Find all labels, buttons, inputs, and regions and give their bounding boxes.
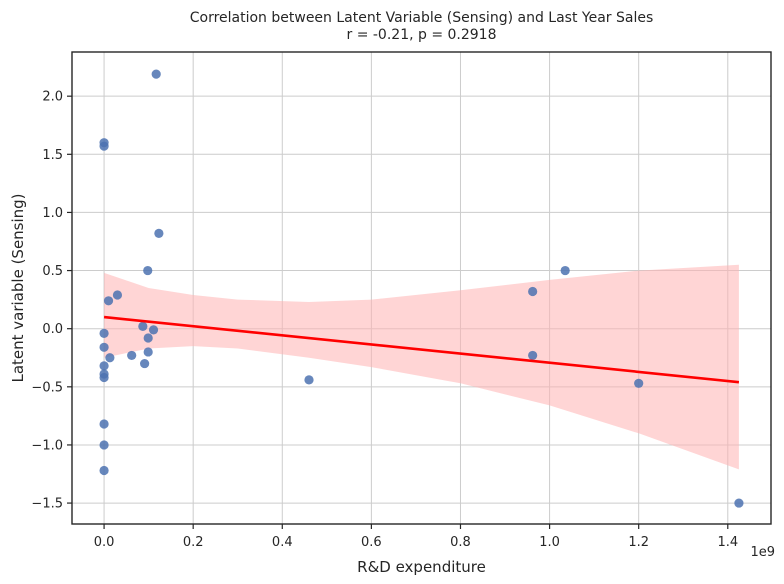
data-point-10	[148, 325, 159, 335]
data-point-18	[140, 358, 150, 369]
data-point-15	[127, 350, 137, 361]
data-point-26	[99, 465, 109, 476]
y-tick-label-4: 0.5	[42, 264, 63, 279]
regression-line	[103, 315, 740, 384]
y-axis-ticks: −1.5 −1.0 −0.5 0.0 0.5 1.0 1.5 2.0	[31, 90, 72, 512]
plot-frame	[71, 51, 772, 525]
x-tick-label-3: 0.6	[361, 535, 382, 550]
y-tick-label-5: 1.0	[42, 206, 63, 221]
data-point-23	[634, 378, 644, 388]
data-point-0	[151, 69, 161, 79]
confidence-band	[104, 264, 739, 470]
y-tick-label-7: 2.0	[42, 90, 63, 105]
y-axis-label: Latent variable (Sensing)	[9, 193, 27, 382]
data-point-12	[143, 333, 153, 343]
data-point-2	[99, 141, 109, 151]
data-points	[99, 69, 744, 508]
chart-subtitle: r = -0.21, p = 0.2918	[346, 27, 496, 43]
data-point-25	[99, 440, 109, 450]
x-tick-label-4: 0.8	[450, 535, 471, 550]
data-point-24	[99, 419, 109, 429]
data-point-4	[143, 265, 153, 276]
data-point-7	[112, 290, 123, 300]
data-point-8	[103, 296, 114, 306]
chart-title: Correlation between Latent Variable (Sen…	[190, 10, 654, 26]
data-point-9	[138, 321, 148, 331]
data-point-17	[105, 353, 115, 363]
data-point-27	[734, 498, 744, 508]
x-axis-label: R&D expenditure	[357, 558, 486, 576]
x-axis-ticks: 0.0 0.2 0.4 0.6 0.8 1.0 1.2 1.4	[94, 524, 738, 550]
data-point-22	[304, 375, 314, 385]
y-tick-label-1: −1.0	[31, 438, 63, 453]
data-point-3	[154, 228, 164, 238]
x-tick-label-0: 0.0	[94, 535, 115, 550]
data-point-11	[99, 328, 109, 338]
data-point-13	[99, 342, 109, 352]
data-point-14	[143, 347, 153, 357]
x-tick-label-2: 0.4	[272, 535, 293, 550]
y-tick-label-2: −0.5	[31, 380, 63, 395]
data-point-21	[99, 372, 109, 383]
data-point-6	[528, 286, 538, 297]
y-tick-label-3: 0.0	[42, 322, 63, 337]
x-tick-label-7: 1.4	[717, 535, 738, 550]
y-tick-label-0: −1.5	[31, 497, 63, 512]
y-tick-label-6: 1.5	[42, 148, 63, 163]
x-tick-label-1: 0.2	[183, 535, 204, 550]
x-tick-label-5: 1.0	[539, 535, 560, 550]
data-point-19	[99, 361, 109, 371]
x-tick-label-6: 1.2	[628, 535, 649, 550]
data-point-16	[528, 350, 538, 361]
data-point-5	[560, 265, 570, 276]
x-axis-offset-label: 1e9	[750, 545, 775, 560]
